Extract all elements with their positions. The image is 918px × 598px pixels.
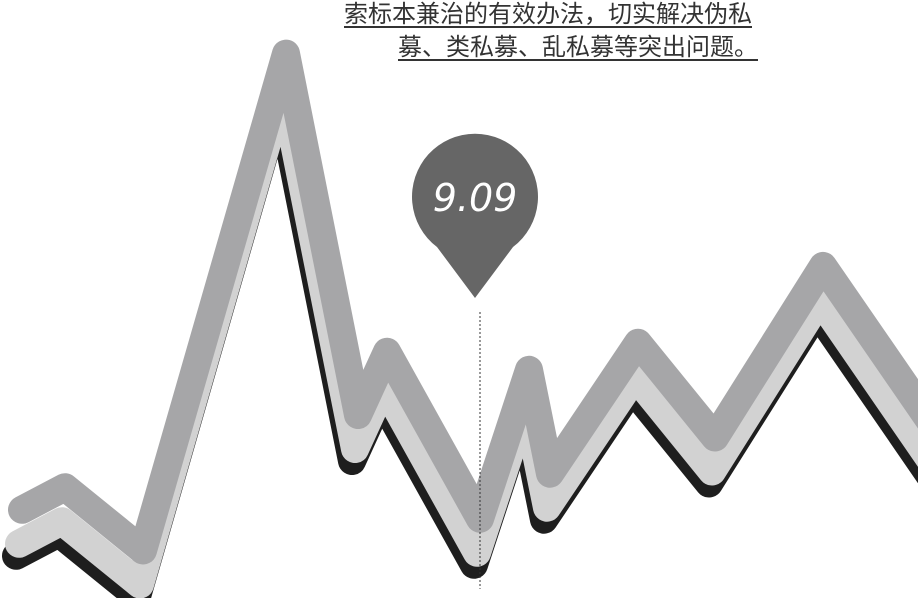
marker-pin xyxy=(412,133,538,298)
series-line xyxy=(8,39,918,565)
line-series xyxy=(2,39,918,598)
caption: 索标本兼治的有效办法，切实解决伪私 募、类私募、乱私募等突出问题。 xyxy=(0,0,918,70)
caption-line-2: 募、类私募、乱私募等突出问题。 xyxy=(398,33,758,61)
caption-line-1: 索标本兼治的有效办法，切实解决伪私 xyxy=(344,0,752,28)
value-marker: 9.09 xyxy=(412,133,538,589)
marker-value-label: 9.09 xyxy=(433,176,518,220)
series-highlight-line xyxy=(5,73,918,598)
